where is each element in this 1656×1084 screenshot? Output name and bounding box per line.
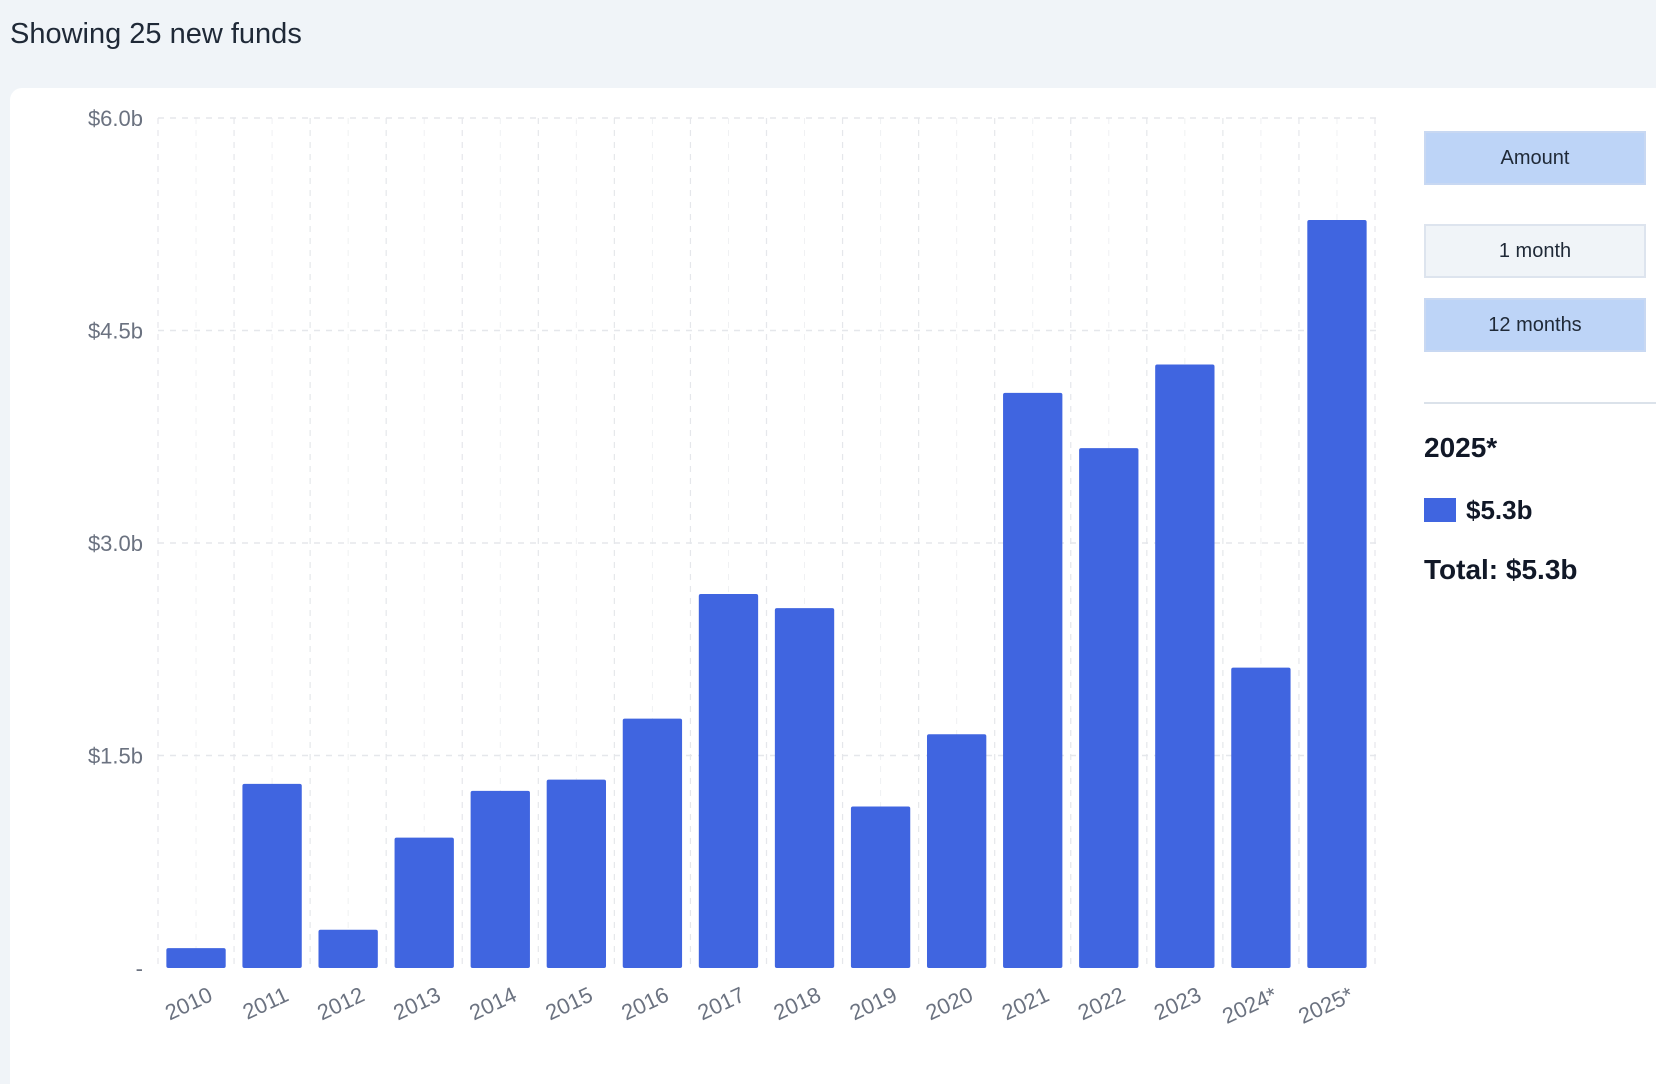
x-tick-label: 2017: [694, 982, 749, 1025]
x-tick-label: 2016: [618, 982, 673, 1025]
bar-2021[interactable]: [1003, 392, 1063, 968]
one-month-button[interactable]: 1 month: [1424, 224, 1646, 278]
x-tick-label: 2013: [389, 982, 444, 1025]
bar-2014[interactable]: [470, 790, 530, 968]
y-tick-label: $6.0b: [88, 106, 143, 131]
bar-2015[interactable]: [546, 779, 607, 968]
bar-2018[interactable]: [774, 608, 835, 968]
y-tick-label: $4.5b: [88, 319, 143, 344]
x-tick-label: 2021: [998, 982, 1053, 1025]
x-tick-label: 2023: [1150, 982, 1205, 1025]
x-tick-label: 2011: [239, 982, 292, 1025]
bar-2024-est[interactable]: [1231, 667, 1291, 968]
x-tick-label: 2012: [313, 982, 368, 1025]
legend-entry: $5.3b: [1424, 494, 1533, 526]
bar-chart: - $1.5b $3.0b $4.5b $6.0b 2010 2011 2012 2013 201…: [88, 106, 1377, 1029]
bar-2023[interactable]: [1155, 364, 1215, 969]
bar-2017[interactable]: [698, 594, 759, 968]
x-tick-label: 2020: [922, 982, 977, 1025]
bar-2012[interactable]: [318, 929, 378, 968]
bar-2019[interactable]: [850, 806, 911, 969]
bar-2016[interactable]: [622, 718, 683, 968]
selected-total: Total: $5.3b: [1424, 554, 1578, 585]
y-tick-label: -: [136, 956, 143, 981]
x-tick-label: 2024*: [1218, 982, 1281, 1029]
x-tick-label: 2018: [770, 982, 825, 1025]
x-tick-label: 2014: [465, 982, 520, 1025]
x-tick-label: 2025*: [1294, 982, 1357, 1029]
selected-value: $5.3b: [1466, 494, 1533, 525]
x-tick-label: 2022: [1074, 982, 1129, 1025]
bar-2020[interactable]: [926, 734, 987, 968]
y-tick-label: $1.5b: [88, 744, 143, 769]
twelve-months-button[interactable]: 12 months: [1424, 298, 1646, 352]
legend-swatch: [1424, 498, 1456, 522]
bar-2010[interactable]: [166, 948, 226, 968]
bar-2022[interactable]: [1079, 448, 1139, 968]
sidebar-divider: [1424, 402, 1656, 404]
y-tick-label: $3.0b: [88, 531, 143, 556]
bar-2013[interactable]: [394, 837, 454, 968]
funds-count-text: Showing 25 new funds: [10, 18, 302, 50]
x-tick-label: 2015: [542, 982, 597, 1025]
x-tick-label: 2010: [161, 982, 216, 1025]
bar-2025-est[interactable]: [1307, 220, 1367, 968]
x-tick-label: 2019: [846, 982, 901, 1025]
amount-button[interactable]: Amount: [1424, 131, 1646, 185]
selected-year: 2025*: [1424, 432, 1498, 463]
bar-2011[interactable]: [242, 783, 302, 968]
